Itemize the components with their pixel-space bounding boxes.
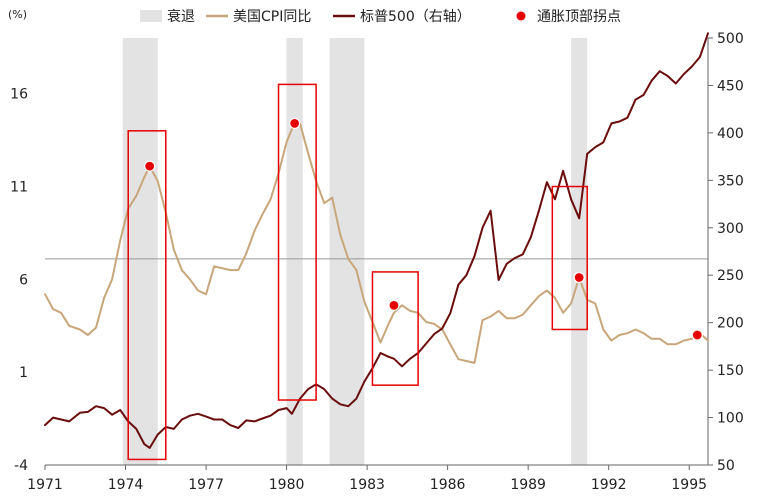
recession-band-1 xyxy=(286,38,303,465)
legend-label-recession: 衰退 xyxy=(167,8,195,25)
peak-points xyxy=(144,117,703,341)
spx-series xyxy=(44,32,709,449)
left-tick-label: 16 xyxy=(10,87,28,103)
highlight-box-1 xyxy=(277,83,317,401)
right-tick-label: 350 xyxy=(717,173,744,189)
legend-swatch-peak xyxy=(516,11,526,21)
peak-point-3 xyxy=(573,271,585,284)
x-tick-label: 1983 xyxy=(349,477,385,493)
x-tick-label: 1977 xyxy=(188,477,224,493)
x-tick-label: 1992 xyxy=(591,477,627,493)
highlight-box-3 xyxy=(551,185,588,331)
right-tick-label: 400 xyxy=(717,126,744,142)
x-tick-label: 1989 xyxy=(510,477,546,493)
legend-label-peak: 通胀顶部拐点 xyxy=(537,9,621,25)
right-tick-label: 250 xyxy=(717,268,744,284)
right-tick-label: 100 xyxy=(717,411,744,427)
x-tick-label: 1974 xyxy=(108,477,144,493)
cpi-series xyxy=(44,122,709,364)
x-tick-label: 1986 xyxy=(430,477,466,493)
right-tick-label: 450 xyxy=(717,78,744,94)
right-tick-label: 200 xyxy=(717,316,744,332)
legend-label-cpi: 美国CPI同比 xyxy=(233,9,311,25)
x-tick-label: 1971 xyxy=(27,477,63,493)
left-tick-label: 6 xyxy=(19,272,28,288)
highlight-box-0 xyxy=(127,130,167,461)
left-tick-label: -4 xyxy=(14,458,28,474)
legend: 衰退 美国CPI同比 标普500（右轴） 通胀顶部拐点 xyxy=(140,8,621,25)
highlight-boxes xyxy=(127,83,588,461)
right-tick-label: 500 xyxy=(717,31,744,47)
legend-label-spx: 标普500（右轴） xyxy=(360,9,471,25)
peak-point-2 xyxy=(388,299,400,311)
highlight-box-2 xyxy=(371,271,419,386)
peak-point-0 xyxy=(144,160,156,172)
right-tick-label: 150 xyxy=(717,363,744,379)
peak-point-1 xyxy=(289,117,301,130)
recession-band-3 xyxy=(571,38,588,465)
right-tick-label: 50 xyxy=(717,458,735,474)
left-tick-label: 1 xyxy=(19,365,28,381)
x-tick-label: 1980 xyxy=(269,477,305,493)
x-tick-label: 1995 xyxy=(671,477,707,493)
left-tick-label: 11 xyxy=(10,180,28,196)
left-axis-unit-label: (%) xyxy=(8,8,27,21)
right-tick-label: 300 xyxy=(717,221,744,237)
peak-point-4 xyxy=(691,329,703,341)
recession-bands xyxy=(122,38,588,465)
cpi-line xyxy=(44,122,709,364)
axes: -416111650100150200250300350400450500197… xyxy=(10,31,744,493)
spx-line xyxy=(44,32,709,449)
legend-swatch-recession xyxy=(140,10,162,22)
